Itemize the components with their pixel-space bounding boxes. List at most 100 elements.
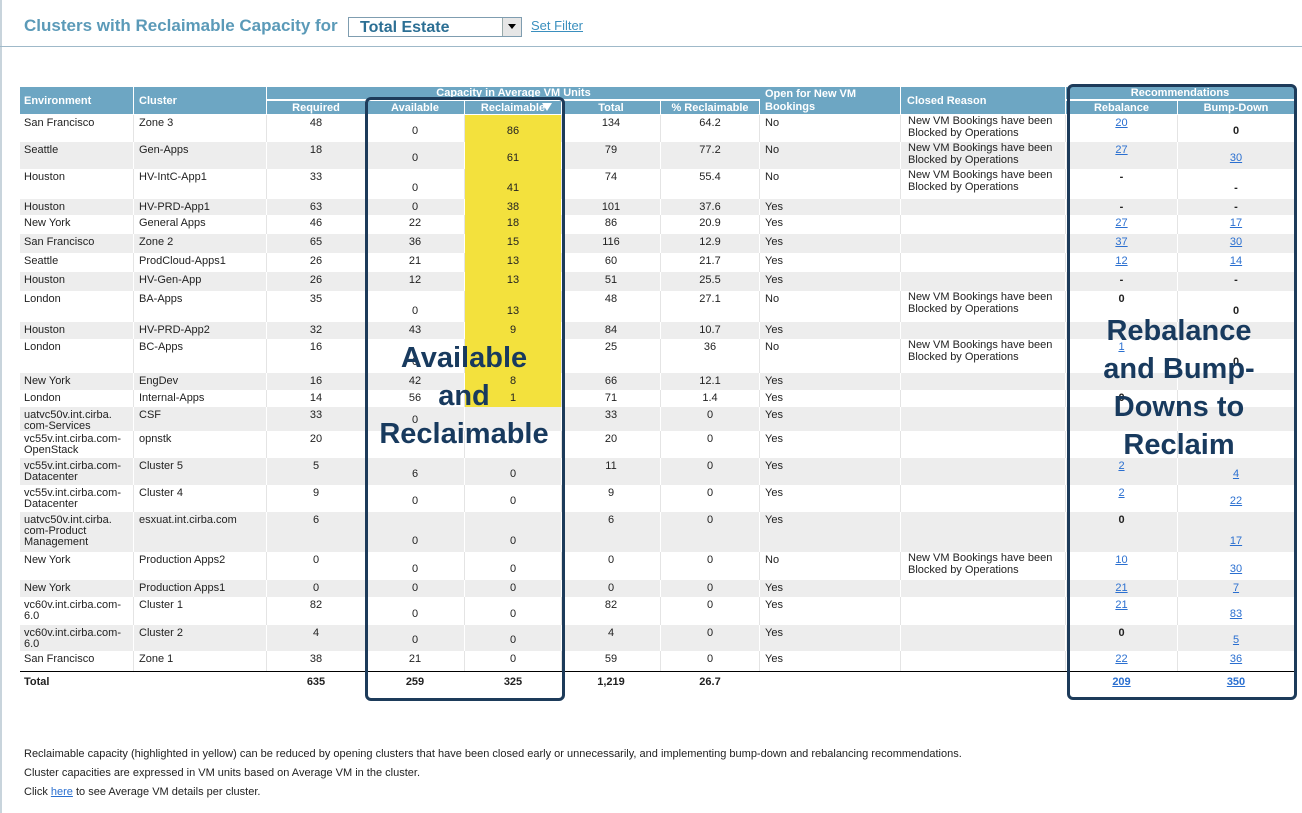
triangle-down-icon[interactable]	[542, 103, 552, 111]
bump-down-cell[interactable]: 4	[1232, 468, 1240, 480]
table-row: vc60v.int.cirba.com- 6.0 Cluster 2 4 0 0 4 0 Yes…	[20, 625, 1294, 651]
rebalance-cell: -	[1119, 171, 1124, 183]
totals-rebalance-link[interactable]: 209	[1112, 676, 1131, 688]
available-cell: 12	[408, 274, 422, 286]
bump-down-cell[interactable]: 17	[1229, 535, 1243, 547]
required-cell: 65	[309, 236, 323, 248]
column-divider	[900, 597, 901, 625]
bump-down-cell[interactable]: 36	[1229, 653, 1243, 665]
header-available-label: Available	[391, 102, 439, 114]
column-divider	[266, 215, 267, 234]
column-divider	[1065, 339, 1066, 373]
total-cell: 60	[604, 255, 618, 267]
bump-down-cell: 0	[1232, 356, 1240, 368]
rebalance-cell[interactable]: 21	[1115, 599, 1128, 611]
bump-down-cell: -	[1234, 274, 1238, 286]
required-cell: 9	[312, 487, 320, 499]
column-divider	[133, 272, 134, 291]
environment-cell: San Francisco	[24, 236, 95, 248]
footnote-reclaimable: Reclaimable capacity (highlighted in yel…	[24, 748, 962, 760]
header-pct-reclaimable-label: % Reclaimable	[671, 102, 749, 114]
column-divider	[464, 597, 465, 625]
bump-down-cell[interactable]: 5	[1232, 634, 1240, 646]
bump-down-cell[interactable]: 17	[1229, 217, 1243, 229]
rebalance-cell[interactable]: 10	[1115, 554, 1128, 566]
pct-cell: 0	[706, 627, 714, 639]
cluster-cell: Production Apps2	[139, 554, 226, 566]
reclaimable-cell: 61	[506, 152, 520, 164]
column-divider	[1177, 651, 1178, 671]
page-header	[0, 0, 1302, 47]
bump-down-cell[interactable]: 22	[1229, 495, 1243, 507]
column-divider	[900, 339, 901, 373]
chevron-down-icon	[508, 24, 516, 29]
column-divider	[1065, 512, 1066, 552]
rebalance-cell[interactable]: 20	[1115, 117, 1128, 129]
column-divider	[1177, 253, 1178, 272]
column-divider	[464, 485, 465, 512]
column-divider	[1177, 339, 1178, 373]
column-divider	[1065, 651, 1066, 671]
estate-filter-select[interactable]: Total Estate	[348, 17, 522, 37]
reclaimable-cell: 18	[506, 217, 520, 229]
header-reclaimable-label[interactable]: Reclaimable	[480, 102, 546, 114]
closed-reason-cell: New VM Bookings have been	[908, 291, 1053, 303]
set-filter-link[interactable]: Set Filter	[531, 18, 584, 33]
column-divider	[660, 625, 661, 651]
cluster-cell: Cluster 1	[139, 599, 184, 611]
required-cell: 18	[309, 144, 323, 156]
rebalance-cell[interactable]: 1	[1118, 341, 1125, 353]
bump-down-cell[interactable]: 30	[1229, 236, 1243, 248]
reclaimable-highlight	[465, 272, 561, 291]
rebalance-cell[interactable]: 27	[1115, 144, 1128, 156]
bump-down-cell[interactable]: 83	[1229, 608, 1243, 620]
cluster-cell: Cluster 2	[139, 627, 184, 639]
rebalance-cell[interactable]: 21	[1115, 582, 1128, 594]
rebalance-cell[interactable]: 37	[1115, 236, 1128, 248]
cluster-cell: BA-Apps	[139, 293, 183, 305]
column-divider	[561, 253, 562, 272]
pct-cell: 0	[706, 514, 714, 526]
totals-reclaimable: 325	[503, 676, 523, 688]
column-divider	[900, 373, 901, 390]
environment-cell: 6.0	[24, 610, 40, 622]
bump-down-cell[interactable]: 14	[1229, 255, 1243, 267]
totals-bump-down-link[interactable]: 350	[1226, 676, 1246, 688]
column-divider	[266, 142, 267, 169]
bump-down-cell[interactable]: 30	[1229, 152, 1243, 164]
rebalance-cell[interactable]: 12	[1115, 255, 1128, 267]
available-cell: 0	[411, 182, 419, 194]
column-divider	[759, 339, 760, 373]
column-divider	[133, 199, 134, 215]
available-cell: 21	[408, 653, 422, 665]
pct-cell: 27.1	[699, 293, 721, 305]
required-cell: 0	[312, 554, 320, 566]
open-for-bookings-cell: No	[765, 144, 780, 156]
reclaimable-highlight	[465, 234, 561, 253]
available-cell: 0	[411, 305, 419, 317]
reclaimable-highlight	[465, 373, 561, 390]
rebalance-cell[interactable]: 27	[1115, 217, 1128, 229]
rebalance-cell[interactable]: 2	[1118, 460, 1125, 472]
column-divider	[900, 115, 901, 142]
required-cell: 5	[312, 460, 320, 472]
available-cell: 0	[411, 125, 419, 137]
callout-line: Reclaim	[1123, 429, 1235, 461]
rebalance-cell[interactable]: 2	[1118, 487, 1125, 499]
available-cell: 43	[408, 324, 422, 336]
pct-cell: 0	[706, 554, 714, 566]
bump-down-cell[interactable]: 7	[1232, 582, 1240, 594]
bump-down-cell[interactable]: 30	[1229, 563, 1243, 575]
bump-down-cell: -	[1234, 182, 1238, 194]
here-link[interactable]: here	[50, 786, 73, 798]
column-divider	[561, 373, 562, 390]
column-divider	[464, 390, 465, 407]
environment-cell: uatvc50v.int.cirba.	[24, 514, 112, 526]
pct-cell: 1.4	[702, 392, 718, 404]
column-divider	[464, 115, 465, 142]
environment-cell: Management	[24, 536, 89, 548]
table-row: vc55v.int.cirba.com- Datacenter Cluster 5 5…	[20, 458, 1294, 485]
rebalance-cell[interactable]: 22	[1115, 653, 1128, 665]
column-divider	[561, 322, 562, 339]
dropdown-button[interactable]	[502, 18, 521, 36]
